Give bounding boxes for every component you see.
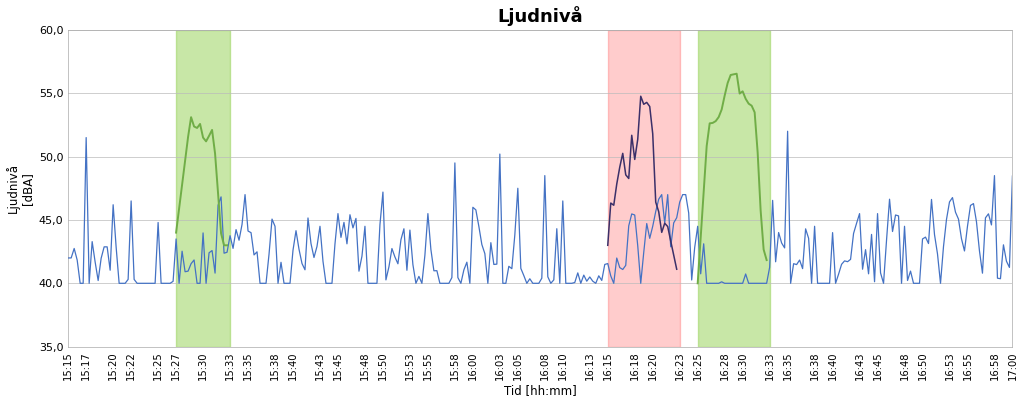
Title: Ljudnivå: Ljudnivå <box>497 6 583 25</box>
Bar <box>698 30 769 347</box>
Bar <box>176 30 230 347</box>
Bar <box>608 30 679 347</box>
Y-axis label: Ljudnivå
[dBA]: Ljudnivå [dBA] <box>5 163 35 213</box>
X-axis label: Tid [hh:mm]: Tid [hh:mm] <box>504 384 577 397</box>
